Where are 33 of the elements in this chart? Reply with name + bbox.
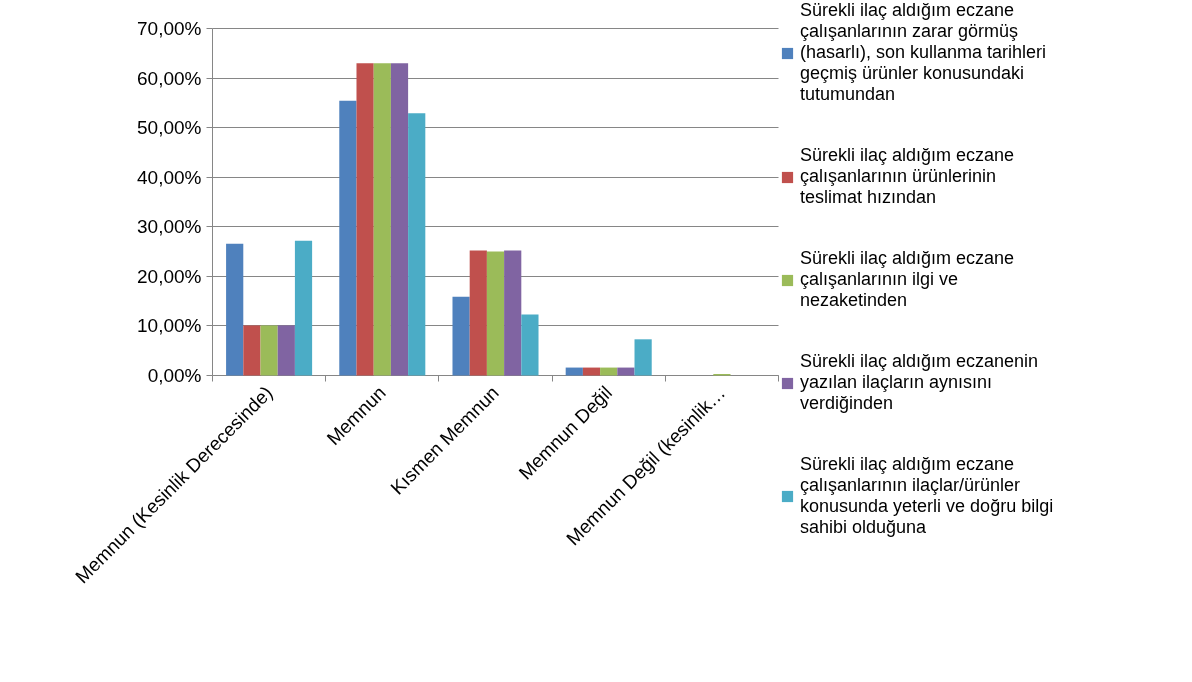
bar (600, 367, 618, 376)
y-tick-label: 30,00% (137, 216, 202, 238)
y-tick-label: 50,00% (137, 117, 202, 139)
bar (521, 314, 539, 376)
bar (277, 325, 295, 376)
bar (243, 325, 261, 376)
bar (390, 63, 409, 376)
bar (582, 367, 601, 376)
bar (452, 296, 470, 376)
legend-label: Sürekli ilaç aldığım eczanenin yazılan ilaçların aynısını verdiğinden (800, 351, 1039, 414)
bar (339, 100, 357, 376)
bar (469, 250, 487, 376)
bar (565, 367, 583, 376)
legend-label: Sürekli ilaç aldığım eczane çalışanlarının zarar görmüş (hasarlı), son kullanma tarihleri geçmiş ürünler konusundaki tutumundan (800, 0, 1047, 105)
y-tick-label: 20,00% (137, 265, 202, 287)
legend-label: Sürekli ilaç aldığım eczane çalışanlarının ürünlerinin teslimat hızından (800, 145, 1015, 208)
y-tick-label: 70,00% (137, 18, 202, 39)
y-tick-label: 60,00% (137, 67, 202, 89)
bar (226, 243, 244, 376)
bar (634, 339, 652, 376)
bar (486, 251, 505, 376)
bar (260, 325, 278, 376)
bar (408, 113, 426, 376)
bar (294, 240, 313, 376)
legend-label: Sürekli ilaç aldığım eczane çalışanlarının ilaçlar/ürünler konusunda yeterli ve doğru bilgi sahibi olduğuna (800, 454, 1054, 538)
bar (356, 63, 374, 376)
y-tick-label: 40,00% (137, 166, 202, 188)
y-tick-label: 10,00% (137, 315, 202, 337)
bar (617, 367, 635, 376)
bar (504, 250, 522, 376)
legend-label: Sürekli ilaç aldığım eczane çalışanlarının ilgi ve nezaketinden (800, 248, 1015, 311)
y-tick-label: 0,00% (147, 365, 202, 386)
bar (373, 63, 391, 376)
